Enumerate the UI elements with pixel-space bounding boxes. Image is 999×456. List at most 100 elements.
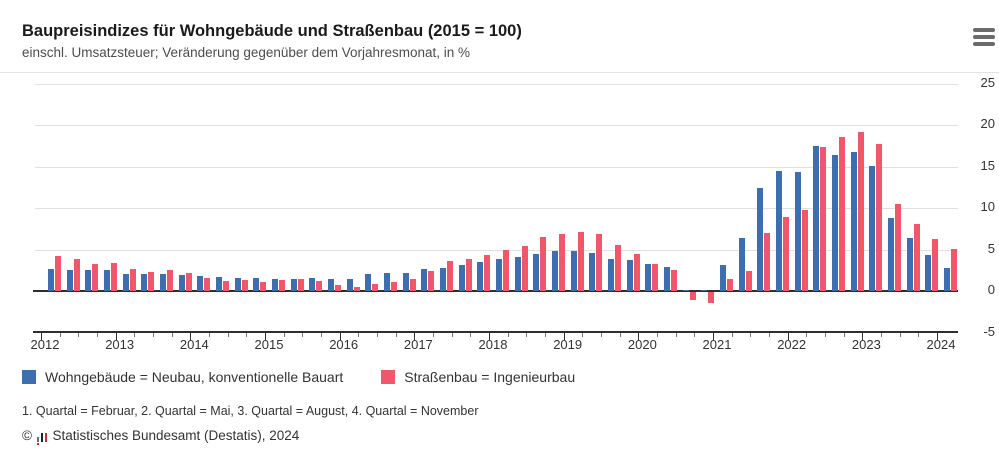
bar-wohngebaeude-2015-Q2[interactable] — [290, 278, 297, 291]
bar-wohngebaeude-2021-Q4[interactable] — [776, 171, 782, 291]
bar-wohngebaeude-2017-Q4[interactable] — [477, 261, 484, 291]
bar-strassenbau-2014-Q2[interactable] — [223, 281, 229, 291]
bar-wohngebaeude-2022-Q4[interactable] — [850, 151, 857, 291]
bar-wohngebaeude-2024-Q1[interactable] — [944, 267, 951, 291]
bar-strassenbau-2020-Q4[interactable] — [708, 292, 715, 303]
bar-strassenbau-2023-Q4[interactable] — [932, 238, 939, 291]
bar-wohngebaeude-2021-Q1[interactable] — [720, 265, 726, 291]
bar-strassenbau-2020-Q1[interactable] — [652, 264, 659, 291]
bar-strassenbau-2021-Q4[interactable] — [783, 217, 789, 291]
bar-strassenbau-2020-Q3[interactable] — [689, 292, 696, 301]
bar-wohngebaeude-2015-Q1[interactable] — [272, 278, 278, 291]
bar-wohngebaeude-2012-Q4[interactable] — [104, 270, 110, 291]
bar-wohngebaeude-2012-Q3[interactable] — [85, 270, 92, 291]
bar-wohngebaeude-2018-Q2[interactable] — [514, 256, 521, 291]
bar-wohngebaeude-2019-Q4[interactable] — [626, 260, 633, 291]
bar-wohngebaeude-2021-Q3[interactable] — [757, 188, 764, 291]
bar-wohngebaeude-2014-Q1[interactable] — [197, 276, 204, 291]
bar-wohngebaeude-2013-Q3[interactable] — [160, 274, 166, 291]
bar-wohngebaeude-2015-Q4[interactable] — [328, 279, 334, 291]
bar-strassenbau-2024-Q1[interactable] — [951, 248, 958, 291]
bar-wohngebaeude-2023-Q2[interactable] — [888, 217, 894, 291]
bar-strassenbau-2016-Q1[interactable] — [353, 286, 360, 291]
bar-wohngebaeude-2019-Q1[interactable] — [570, 251, 577, 291]
bar-strassenbau-2015-Q3[interactable] — [316, 281, 323, 291]
bar-strassenbau-2012-Q3[interactable] — [92, 264, 99, 291]
bar-wohngebaeude-2018-Q3[interactable] — [533, 254, 540, 291]
bar-strassenbau-2014-Q1[interactable] — [204, 277, 211, 291]
bar-wohngebaeude-2022-Q1[interactable] — [794, 172, 801, 291]
bar-wohngebaeude-2013-Q4[interactable] — [178, 275, 185, 291]
bar-strassenbau-2019-Q4[interactable] — [633, 254, 640, 291]
bar-strassenbau-2017-Q4[interactable] — [484, 255, 491, 291]
bar-strassenbau-2015-Q2[interactable] — [297, 279, 304, 291]
hamburger-menu-icon[interactable] — [971, 27, 997, 49]
bar-strassenbau-2013-Q3[interactable] — [167, 270, 173, 291]
bar-strassenbau-2022-Q4[interactable] — [857, 131, 864, 291]
bar-strassenbau-2018-Q2[interactable] — [521, 246, 528, 291]
bar-wohngebaeude-2012-Q1[interactable] — [48, 268, 54, 291]
bar-strassenbau-2012-Q1[interactable] — [55, 256, 61, 291]
bar-wohngebaeude-2020-Q1[interactable] — [645, 263, 652, 291]
bar-wohngebaeude-2020-Q3[interactable] — [682, 290, 689, 292]
bar-strassenbau-2022-Q2[interactable] — [820, 147, 827, 291]
bar-strassenbau-2017-Q3[interactable] — [465, 258, 472, 291]
bar-wohngebaeude-2016-Q1[interactable] — [346, 278, 353, 291]
bar-strassenbau-2021-Q1[interactable] — [727, 278, 733, 291]
bar-strassenbau-2023-Q3[interactable] — [913, 223, 920, 291]
bar-wohngebaeude-2022-Q2[interactable] — [813, 145, 820, 291]
bar-strassenbau-2016-Q2[interactable] — [372, 284, 379, 291]
bar-wohngebaeude-2022-Q3[interactable] — [832, 154, 838, 291]
bar-wohngebaeude-2018-Q4[interactable] — [552, 251, 558, 291]
bar-wohngebaeude-2017-Q1[interactable] — [421, 268, 428, 291]
legend-item-wohngebaeude[interactable]: Wohngebäude = Neubau, konventionelle Bau… — [22, 369, 343, 385]
bar-strassenbau-2018-Q4[interactable] — [559, 233, 565, 291]
bar-strassenbau-2023-Q2[interactable] — [895, 203, 901, 291]
bar-strassenbau-2019-Q1[interactable] — [577, 232, 584, 291]
bar-wohngebaeude-2023-Q4[interactable] — [925, 255, 932, 291]
bar-strassenbau-2014-Q3[interactable] — [241, 280, 248, 291]
bar-strassenbau-2020-Q2[interactable] — [671, 270, 677, 291]
bar-wohngebaeude-2020-Q4[interactable] — [701, 290, 708, 292]
bar-wohngebaeude-2021-Q2[interactable] — [738, 237, 745, 291]
bar-wohngebaeude-2013-Q1[interactable] — [122, 273, 129, 291]
bar-wohngebaeude-2016-Q4[interactable] — [402, 272, 409, 291]
bar-wohngebaeude-2014-Q3[interactable] — [234, 277, 241, 291]
bar-wohngebaeude-2018-Q1[interactable] — [496, 258, 502, 291]
bar-wohngebaeude-2012-Q2[interactable] — [66, 270, 73, 291]
bar-strassenbau-2017-Q1[interactable] — [428, 271, 435, 291]
bar-wohngebaeude-2014-Q2[interactable] — [216, 276, 222, 291]
bar-strassenbau-2015-Q4[interactable] — [335, 285, 341, 291]
bar-wohngebaeude-2014-Q4[interactable] — [253, 277, 260, 291]
bar-strassenbau-2013-Q2[interactable] — [148, 271, 155, 291]
bar-strassenbau-2014-Q4[interactable] — [260, 281, 267, 291]
bar-wohngebaeude-2020-Q2[interactable] — [664, 266, 670, 291]
bar-strassenbau-2015-Q1[interactable] — [279, 280, 285, 291]
bar-wohngebaeude-2016-Q3[interactable] — [384, 272, 390, 291]
bar-wohngebaeude-2023-Q3[interactable] — [906, 237, 913, 291]
legend-item-strassenbau[interactable]: Straßenbau = Ingenieurbau — [381, 369, 575, 385]
bar-strassenbau-2019-Q3[interactable] — [615, 245, 621, 291]
bar-strassenbau-2022-Q3[interactable] — [839, 137, 845, 291]
bar-strassenbau-2023-Q1[interactable] — [876, 144, 883, 291]
bar-strassenbau-2019-Q2[interactable] — [596, 233, 603, 291]
bar-strassenbau-2016-Q3[interactable] — [391, 281, 397, 291]
bar-wohngebaeude-2019-Q3[interactable] — [608, 258, 614, 291]
bar-wohngebaeude-2016-Q2[interactable] — [365, 273, 372, 291]
bar-strassenbau-2022-Q1[interactable] — [801, 210, 808, 291]
bar-strassenbau-2021-Q3[interactable] — [764, 232, 771, 291]
bar-strassenbau-2012-Q4[interactable] — [111, 262, 117, 291]
bar-strassenbau-2018-Q1[interactable] — [503, 249, 509, 291]
bar-strassenbau-2018-Q3[interactable] — [540, 237, 547, 291]
bar-wohngebaeude-2017-Q2[interactable] — [440, 267, 446, 291]
bar-wohngebaeude-2015-Q3[interactable] — [309, 277, 316, 291]
bar-strassenbau-2013-Q4[interactable] — [185, 272, 192, 291]
bar-wohngebaeude-2017-Q3[interactable] — [458, 265, 465, 291]
bar-strassenbau-2012-Q2[interactable] — [73, 259, 80, 291]
bar-wohngebaeude-2013-Q2[interactable] — [141, 274, 148, 291]
bar-wohngebaeude-2019-Q2[interactable] — [589, 252, 596, 291]
bar-strassenbau-2013-Q1[interactable] — [129, 269, 136, 291]
bar-wohngebaeude-2023-Q1[interactable] — [869, 165, 876, 291]
bar-strassenbau-2017-Q2[interactable] — [447, 261, 453, 291]
bar-strassenbau-2016-Q4[interactable] — [409, 278, 416, 291]
